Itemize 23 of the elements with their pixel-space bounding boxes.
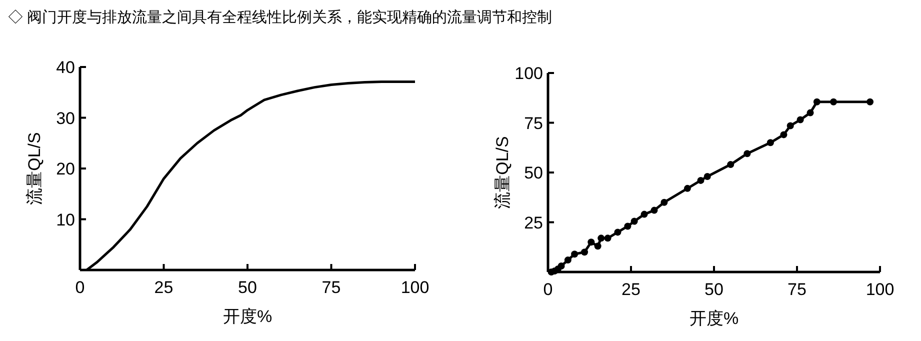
xtick: 75 xyxy=(322,278,341,297)
ytick: 20 xyxy=(56,160,75,178)
ylabel: 流量QL/S xyxy=(25,132,44,205)
xtick: 25 xyxy=(622,280,640,299)
xtick: 25 xyxy=(154,278,174,297)
xtick: 100 xyxy=(866,280,894,299)
xtick: 50 xyxy=(238,278,257,297)
ytick: 100 xyxy=(514,64,543,83)
ytick: 50 xyxy=(524,164,543,182)
xtick: 0 xyxy=(543,280,553,299)
xlabel: 开度% xyxy=(222,307,272,326)
ytick: 40 xyxy=(56,58,75,77)
ytick: 10 xyxy=(56,210,75,230)
ylabel: 流量QL/S xyxy=(493,136,512,209)
xlabel: 开度% xyxy=(689,309,739,328)
ytick: 75 xyxy=(524,114,543,133)
ytick: 30 xyxy=(56,108,75,128)
xtick: 75 xyxy=(788,280,806,299)
ytick: 25 xyxy=(524,213,543,232)
title: ◇ 阀门开度与排放流量之间具有全程线性比例关系，能实现精确的流量调节和控制 xyxy=(8,9,552,26)
xtick: 100 xyxy=(400,278,430,297)
xtick: 0 xyxy=(75,278,85,297)
xtick: 50 xyxy=(704,280,724,299)
